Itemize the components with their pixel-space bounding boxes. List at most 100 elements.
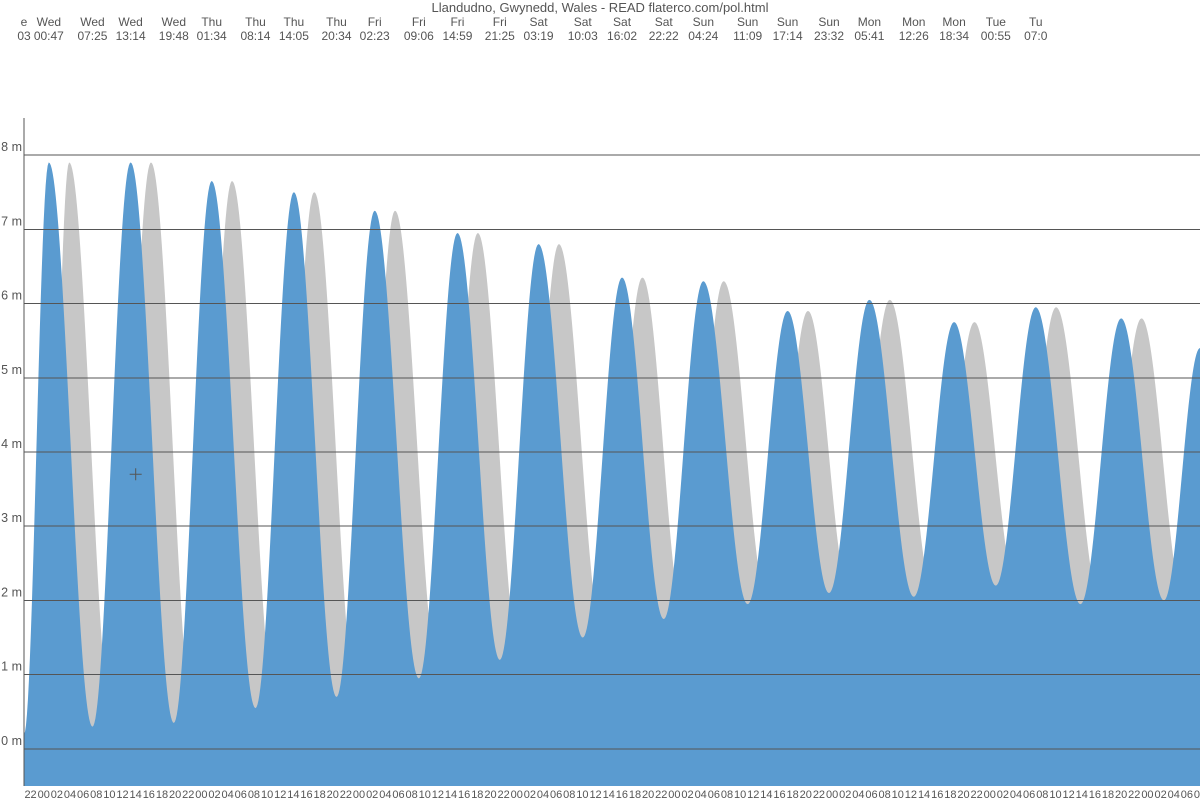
x-hour-label: 10 (734, 789, 746, 800)
x-hour-label: 00 (511, 789, 523, 800)
x-hour-label: 14 (603, 789, 615, 800)
x-hour-label: 08 (1194, 789, 1200, 800)
top-label-day: Sat (530, 15, 549, 29)
top-label-day: Sat (574, 15, 593, 29)
top-label-day: Tue (986, 15, 1007, 29)
x-hour-label: 00 (1141, 789, 1153, 800)
top-label-day: Sat (613, 15, 632, 29)
top-label-day: Mon (942, 15, 965, 29)
top-label-time: 22:22 (649, 29, 679, 43)
x-hour-label: 18 (944, 789, 956, 800)
y-tick-label: 7 m (1, 214, 22, 228)
x-hour-label: 12 (274, 789, 286, 800)
x-hour-label: 02 (839, 789, 851, 800)
x-hour-label: 00 (668, 789, 680, 800)
x-hour-label: 06 (708, 789, 720, 800)
top-label-day: Fri (412, 15, 426, 29)
top-label-day: Fri (493, 15, 507, 29)
x-hour-label: 06 (1181, 789, 1193, 800)
top-label-day: Wed (37, 15, 61, 29)
top-label-time: 00:47 (34, 29, 64, 43)
x-hour-label: 08 (90, 789, 102, 800)
top-label-time: 05:41 (854, 29, 884, 43)
top-label-day: Sun (737, 15, 758, 29)
x-hour-label: 02 (208, 789, 220, 800)
x-hour-label: 06 (392, 789, 404, 800)
top-label-time: 04:24 (688, 29, 718, 43)
x-hour-label: 16 (616, 789, 628, 800)
top-label-time: 18:34 (939, 29, 969, 43)
x-hour-label: 02 (51, 789, 63, 800)
x-hour-label: 12 (1062, 789, 1074, 800)
top-label-time: 14:59 (442, 29, 472, 43)
x-hour-label: 04 (852, 789, 864, 800)
top-label-day: Sun (777, 15, 798, 29)
x-hour-label: 06 (77, 789, 89, 800)
x-hour-label: 12 (589, 789, 601, 800)
top-label-time: 19:48 (159, 29, 189, 43)
top-label-time: 13:14 (116, 29, 146, 43)
x-hour-label: 12 (905, 789, 917, 800)
top-label-day: Wed (118, 15, 142, 29)
x-hour-label: 02 (366, 789, 378, 800)
x-hour-label: 06 (550, 789, 562, 800)
x-hour-label: 02 (1154, 789, 1166, 800)
x-hour-label: 16 (773, 789, 785, 800)
top-label-time: 03:19 (524, 29, 554, 43)
x-hour-label: 18 (629, 789, 641, 800)
top-label-day: e (21, 15, 28, 29)
top-label-day: Fri (368, 15, 382, 29)
y-tick-label: 2 m (1, 585, 22, 599)
x-hour-label: 20 (800, 789, 812, 800)
x-hour-label: 14 (918, 789, 930, 800)
x-hour-label: 14 (287, 789, 299, 800)
x-hour-label: 04 (64, 789, 76, 800)
x-hour-label: 02 (681, 789, 693, 800)
y-tick-label: 6 m (1, 289, 22, 303)
x-hour-label: 20 (1115, 789, 1127, 800)
top-label-time: 17:14 (773, 29, 803, 43)
top-label-time: 09:06 (404, 29, 434, 43)
top-label-time: 14:05 (279, 29, 309, 43)
y-tick-label: 1 m (1, 660, 22, 674)
x-hour-label: 00 (38, 789, 50, 800)
x-hour-label: 22 (655, 789, 667, 800)
x-hour-label: 02 (997, 789, 1009, 800)
x-hour-label: 18 (156, 789, 168, 800)
x-hour-label: 08 (405, 789, 417, 800)
x-hour-label: 00 (826, 789, 838, 800)
x-hour-label: 06 (1023, 789, 1035, 800)
x-hour-label: 20 (327, 789, 339, 800)
chart-title: Llandudno, Gwynedd, Wales - READ flaterc… (432, 0, 769, 15)
x-hour-label: 10 (1049, 789, 1061, 800)
top-label-time: 03 (17, 29, 31, 43)
top-label-day: Thu (326, 15, 347, 29)
top-label-time: 02:23 (360, 29, 390, 43)
x-hour-label: 16 (300, 789, 312, 800)
top-label-day: Mon (858, 15, 881, 29)
x-hour-label: 22 (1128, 789, 1140, 800)
x-hour-label: 00 (353, 789, 365, 800)
y-tick-label: 0 m (1, 734, 22, 748)
x-hour-label: 10 (103, 789, 115, 800)
top-label-time: 10:03 (568, 29, 598, 43)
top-label-day: Thu (201, 15, 222, 29)
x-hour-label: 10 (261, 789, 273, 800)
x-hour-label: 12 (747, 789, 759, 800)
x-hour-label: 14 (130, 789, 142, 800)
top-label-time: 20:34 (322, 29, 352, 43)
y-tick-label: 8 m (1, 140, 22, 154)
top-label-day: Fri (450, 15, 464, 29)
top-label-day: Sat (655, 15, 674, 29)
x-hour-label: 10 (576, 789, 588, 800)
y-tick-label: 5 m (1, 363, 22, 377)
top-label-day: Tu (1029, 15, 1043, 29)
x-hour-label: 12 (116, 789, 128, 800)
top-label-time: 07:0 (1024, 29, 1048, 43)
top-label-day: Sun (693, 15, 714, 29)
top-label-time: 16:02 (607, 29, 637, 43)
x-hour-label: 08 (721, 789, 733, 800)
x-hour-label: 08 (248, 789, 260, 800)
x-hour-label: 18 (471, 789, 483, 800)
x-hour-label: 14 (1076, 789, 1088, 800)
